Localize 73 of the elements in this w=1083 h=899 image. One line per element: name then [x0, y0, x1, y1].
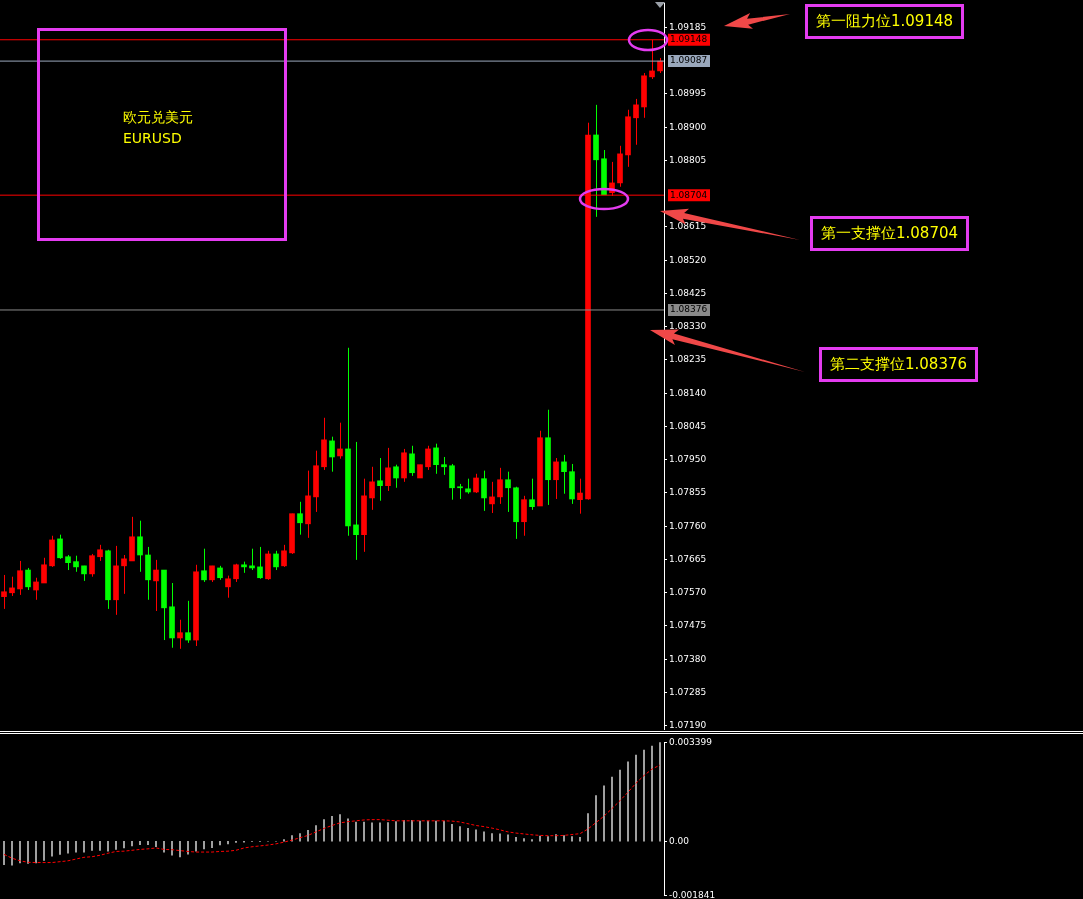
candlestick	[505, 471, 511, 513]
y-tick-label: 1.08045	[669, 420, 707, 431]
y-tick-label: -0.001841	[669, 889, 716, 899]
candlestick	[561, 454, 567, 495]
ref-line-label: 1.08704	[670, 189, 708, 200]
text: 第二支撑位1.08376	[819, 347, 979, 382]
y-tick-label: 1.08140	[669, 387, 707, 398]
y-tick-label: 1.07950	[669, 453, 707, 464]
candlestick	[201, 548, 207, 583]
y-tick-label: 0.003399	[669, 736, 713, 747]
y-tick-label: 1.07475	[669, 619, 707, 630]
y-tick-label: 1.08995	[669, 87, 707, 98]
y-tick-label: 0.00	[669, 835, 690, 846]
text: 欧元兑美元	[123, 109, 193, 127]
ref-line-label: 1.09148	[670, 34, 708, 45]
y-tick-label: 1.07665	[669, 553, 707, 564]
y-tick-label: 1.08520	[669, 254, 707, 265]
candlestick	[273, 550, 279, 571]
candlestick	[449, 463, 455, 501]
text: 第一支撑位1.08704	[810, 216, 970, 251]
y-tick-label: 1.07190	[669, 719, 707, 730]
candlestick	[409, 445, 415, 477]
candlestick	[369, 466, 375, 511]
candlestick	[25, 567, 31, 591]
candlestick	[33, 577, 39, 601]
candlestick	[89, 553, 95, 578]
y-tick-label: 1.08805	[669, 154, 707, 165]
y-tick-label: 1.09185	[669, 21, 707, 32]
candlestick	[481, 470, 487, 512]
candlestick	[425, 445, 431, 471]
candlestick	[353, 441, 359, 561]
candlestick	[529, 478, 535, 511]
candlestick	[137, 520, 143, 573]
candlestick	[633, 98, 639, 146]
y-tick-label: 1.07380	[669, 653, 707, 664]
y-tick-label: 1.08615	[669, 220, 707, 231]
text: 第一阻力位1.09148	[805, 4, 965, 39]
y-tick-label: 1.08425	[669, 287, 707, 298]
candlestick	[297, 501, 303, 536]
y-tick-label: 1.07285	[669, 686, 707, 697]
candlestick	[225, 575, 231, 599]
candlestick	[473, 473, 479, 494]
y-tick-label: 1.08330	[669, 320, 707, 331]
candlestick	[185, 600, 191, 644]
candlestick	[329, 436, 335, 473]
candlestick	[377, 457, 383, 502]
y-tick-label: 1.08900	[669, 121, 707, 132]
candlestick	[489, 481, 495, 514]
y-tick-label: 1.07760	[669, 520, 707, 531]
candlestick	[577, 478, 583, 515]
candlestick	[521, 495, 527, 537]
y-tick-label: 1.07855	[669, 486, 707, 497]
candlestick	[9, 576, 15, 597]
candlestick	[17, 560, 23, 596]
candlestick	[41, 557, 47, 584]
candlestick	[433, 443, 439, 475]
y-tick-label: 1.08235	[669, 353, 707, 364]
candlestick	[385, 447, 391, 492]
candlestick	[121, 554, 127, 595]
candlestick	[337, 422, 343, 460]
candlestick	[177, 619, 183, 650]
candlestick	[553, 457, 559, 500]
text: EURUSD	[123, 130, 182, 146]
candlestick	[497, 467, 503, 505]
candlestick	[393, 464, 399, 489]
ref-line-label: 1.08376	[670, 304, 708, 315]
y-tick-label: 1.07570	[669, 586, 707, 597]
ref-line-label: 1.09087	[670, 55, 708, 66]
candlestick	[153, 559, 159, 612]
candlestick	[1, 574, 7, 610]
candlestick	[257, 546, 263, 580]
candlestick	[281, 544, 287, 568]
candlestick	[57, 534, 63, 560]
